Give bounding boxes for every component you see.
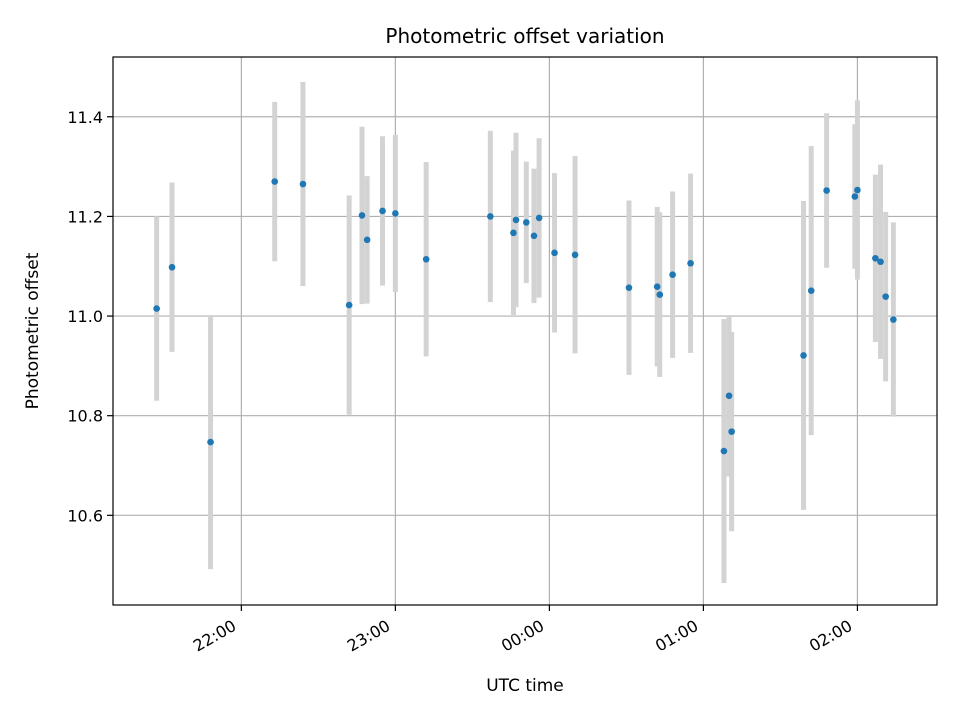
data-point	[379, 207, 386, 215]
data-point	[854, 186, 861, 194]
data-point	[168, 263, 176, 271]
data-point	[271, 178, 279, 185]
data-point	[363, 236, 371, 244]
data-point	[487, 213, 494, 220]
y-tick-label: 10.8	[67, 407, 103, 426]
y-axis-ticks: 10.6 10.8 11.0 11.2 11.4	[67, 108, 113, 525]
plot-area-frame	[112, 56, 938, 606]
data-point	[877, 258, 884, 266]
data-point	[625, 284, 633, 291]
data-point	[522, 219, 530, 226]
data-point	[669, 271, 676, 279]
data-point	[535, 214, 543, 222]
data-point	[890, 316, 897, 323]
y-tick-label: 11.4	[67, 108, 103, 127]
data-point	[551, 249, 558, 257]
chart-title: Photometric offset variation	[385, 24, 664, 48]
data-point	[687, 259, 694, 267]
data-point	[358, 212, 366, 219]
data-point	[872, 254, 879, 262]
data-point	[299, 180, 307, 188]
data-point	[422, 255, 430, 263]
data-point	[823, 187, 830, 194]
data-points	[153, 178, 897, 455]
data-point	[530, 232, 538, 240]
data-point	[720, 447, 728, 455]
data-point	[207, 438, 214, 446]
data-point	[153, 305, 160, 312]
data-point	[807, 287, 815, 294]
data-point	[392, 210, 399, 217]
y-axis-label: Photometric offset	[23, 252, 43, 409]
data-point	[656, 291, 664, 298]
data-point	[653, 283, 661, 290]
y-tick-label: 11.0	[67, 307, 103, 326]
data-point	[882, 293, 889, 300]
y-tick-label: 10.6	[67, 506, 103, 525]
data-point	[851, 193, 859, 200]
data-point	[800, 352, 807, 359]
data-point	[345, 301, 353, 309]
data-point	[728, 428, 735, 435]
data-point	[512, 216, 520, 224]
y-tick-label: 11.2	[67, 207, 103, 226]
data-point	[725, 392, 733, 400]
data-point	[510, 229, 517, 237]
x-axis-label: UTC time	[486, 676, 564, 696]
data-point	[571, 251, 579, 259]
